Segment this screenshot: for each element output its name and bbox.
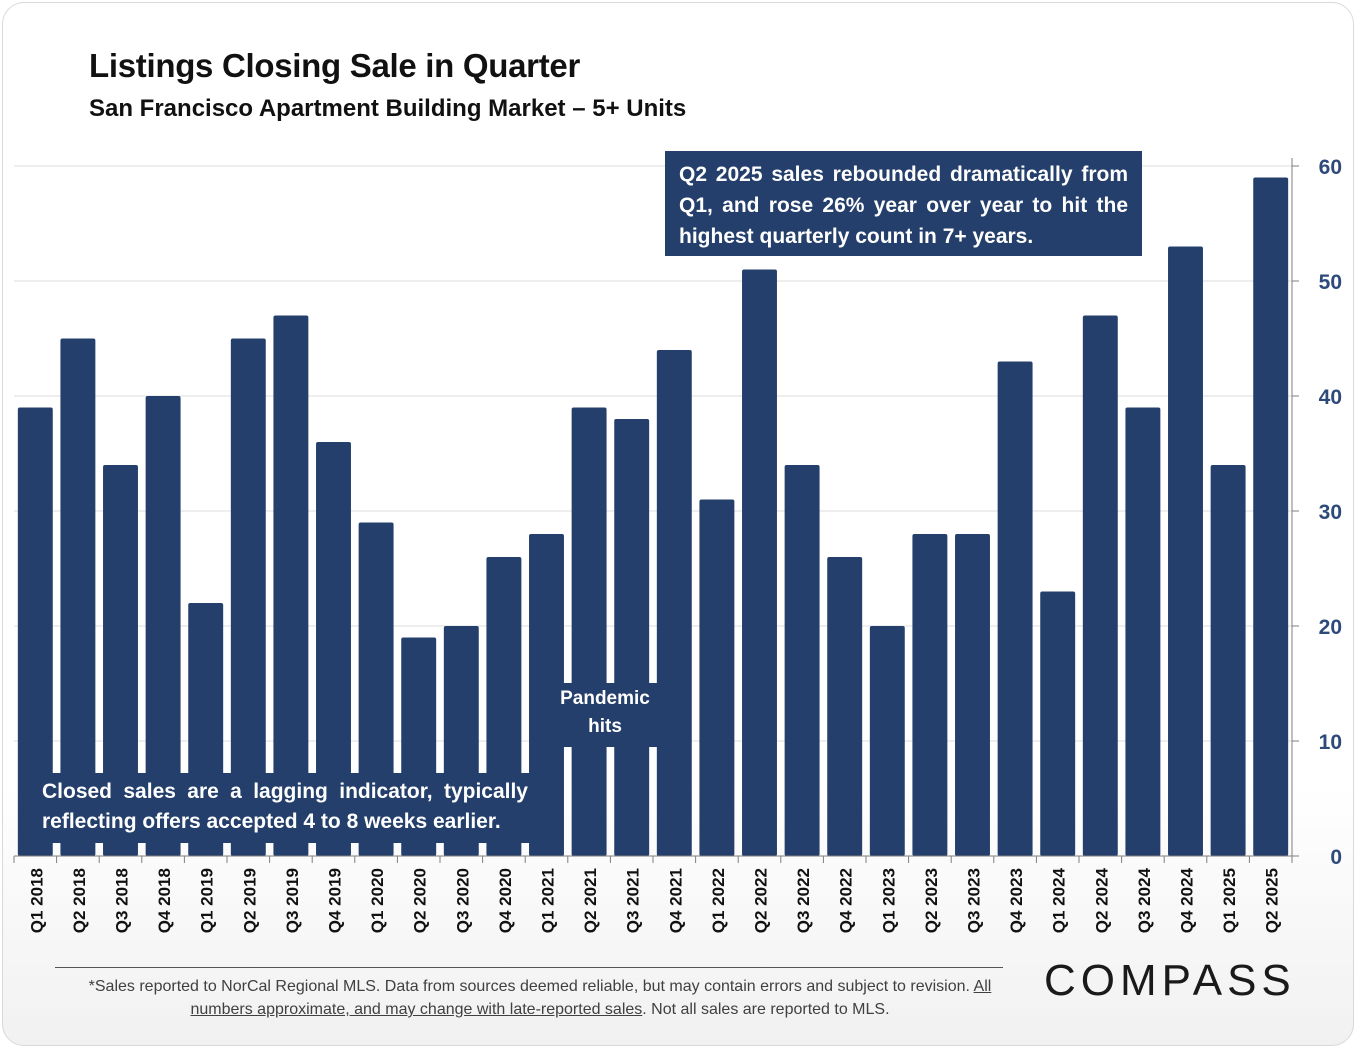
x-tick-label: Q2 2021 [581,868,600,933]
y-tick-label: 60 [1319,156,1342,179]
bar [997,361,1033,856]
bar [571,407,607,856]
y-tick-label: 0 [1330,846,1342,869]
chart-title: Listings Closing Sale in Quarter [89,47,580,84]
footnote: *Sales reported to NorCal Regional MLS. … [70,975,1010,1021]
pandemic-line-2: hits [588,716,622,737]
x-tick-label: Q1 2022 [709,868,728,933]
x-tick-label: Q3 2023 [965,868,984,933]
x-tick-label: Q1 2024 [1050,867,1069,933]
bar [784,465,820,856]
chart-subtitle: San Francisco Apartment Building Market … [89,95,687,122]
bar [742,269,777,856]
x-tick-label: Q3 2018 [113,868,132,933]
pandemic-line-1: Pandemic [560,688,650,709]
x-tick-label: Q2 2018 [70,868,89,933]
bar [358,522,394,856]
y-tick-label: 10 [1319,731,1342,754]
x-tick-label: Q3 2019 [283,868,302,933]
footnote-underlined: All numbers approximate, and may change … [190,978,992,1018]
y-tick-label: 20 [1319,616,1342,639]
x-tick-label: Q3 2020 [453,868,472,933]
x-tick-label: Q1 2025 [1220,868,1239,933]
x-tick-label: Q4 2023 [1007,868,1026,933]
bar [614,419,650,856]
bar [316,442,351,856]
x-tick-label: Q4 2021 [666,868,685,933]
bar [827,557,863,856]
bar [17,407,53,856]
bar [1168,246,1203,856]
x-tick-label: Q1 2021 [539,868,558,933]
bar [912,534,948,856]
bar [60,338,96,856]
bar [1125,407,1161,856]
bar [955,534,990,856]
bar [1040,591,1076,856]
x-tick-label: Q1 2018 [27,868,46,933]
x-tick-label: Q3 2022 [794,868,813,933]
bar [699,499,735,856]
bar [1253,177,1289,856]
bar [103,465,138,856]
bar [273,315,309,856]
x-tick-label: Q4 2020 [496,868,515,933]
x-tick-label: Q2 2023 [922,868,941,933]
footnote-text-2: . Not all sales are reported to MLS. [642,1001,890,1018]
x-tick-label: Q2 2022 [752,868,771,933]
compass-logo: COMPASS [1044,956,1296,1005]
bar [1082,315,1118,856]
bar [656,350,692,856]
callout-pandemic: Pandemic hits [546,683,664,747]
bar [1210,465,1246,856]
x-tick-label: Q2 2019 [240,868,259,933]
x-tick-label: Q4 2022 [837,868,856,933]
x-tick-label: Q4 2024 [1178,867,1197,933]
x-tick-label: Q3 2024 [1135,867,1154,933]
callout-q2-2025: Q2 2025 sales rebounded dramatically fro… [665,151,1142,256]
bar [145,396,181,856]
bar [869,626,905,856]
x-tick-label: Q1 2023 [879,868,898,933]
callout-lagging-indicator: Closed sales are a lagging indicator, ty… [28,773,538,843]
x-tick-label: Q1 2019 [198,868,217,933]
x-tick-label: Q2 2025 [1263,868,1282,933]
x-tick-label: Q3 2021 [624,868,643,933]
x-tick-label: Q4 2019 [326,868,345,933]
x-tick-label: Q4 2018 [155,868,174,933]
y-tick-label: 40 [1319,386,1342,409]
y-tick-label: 50 [1319,271,1342,294]
x-tick-label: Q1 2020 [368,868,387,933]
bar [230,338,266,856]
footnote-text-1: *Sales reported to NorCal Regional MLS. … [88,978,974,995]
footer-divider [55,967,1003,968]
y-tick-label: 30 [1319,501,1342,524]
x-tick-label: Q2 2020 [411,868,430,933]
x-tick-label: Q2 2024 [1092,867,1111,933]
